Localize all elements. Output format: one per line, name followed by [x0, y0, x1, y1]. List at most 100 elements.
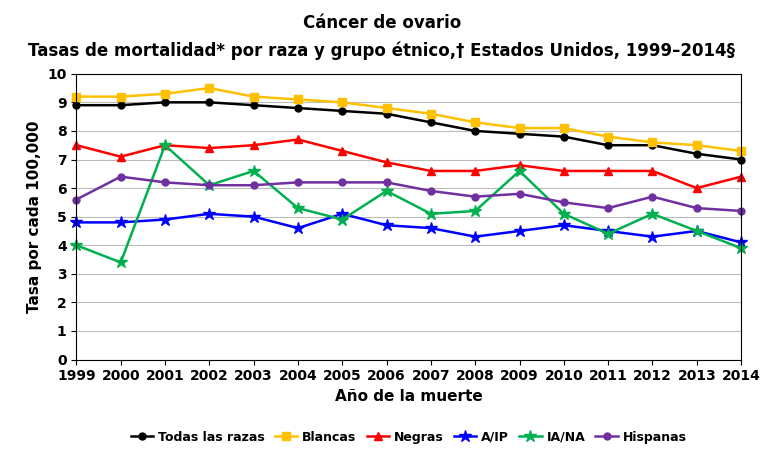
Negras: [338, 148, 347, 154]
Blancas: [382, 105, 391, 111]
A/IP: [293, 225, 303, 231]
IA/NA: [692, 228, 701, 234]
Negras: [249, 142, 258, 148]
A/IP: [72, 219, 81, 225]
Negras: [604, 168, 613, 174]
Hispanas: [692, 205, 701, 211]
IA/NA: [382, 188, 391, 194]
A/IP: [604, 228, 613, 234]
Line: Negras: Negras: [73, 136, 745, 192]
IA/NA: [72, 242, 81, 248]
Todas las razas: [471, 128, 480, 134]
Blancas: [338, 100, 347, 105]
Hispanas: [116, 174, 125, 179]
Legend: Todas las razas, Blancas, Negras, A/IP, IA/NA, Hispanas: Todas las razas, Blancas, Negras, A/IP, …: [125, 426, 692, 449]
Negras: [648, 168, 657, 174]
IA/NA: [471, 208, 480, 214]
Negras: [471, 168, 480, 174]
A/IP: [471, 234, 480, 239]
A/IP: [205, 211, 214, 217]
Todas las razas: [648, 142, 657, 148]
Hispanas: [426, 188, 435, 194]
Line: Todas las razas: Todas las razas: [73, 99, 745, 163]
Blancas: [72, 94, 81, 100]
IA/NA: [648, 211, 657, 217]
Y-axis label: Tasa por cada 100,000: Tasa por cada 100,000: [27, 120, 42, 313]
A/IP: [116, 219, 125, 225]
Blancas: [205, 85, 214, 91]
IA/NA: [160, 142, 170, 148]
A/IP: [160, 217, 170, 222]
Hispanas: [736, 208, 746, 214]
Todas las razas: [559, 134, 568, 139]
Blancas: [116, 94, 125, 100]
Negras: [736, 174, 746, 179]
Line: Hispanas: Hispanas: [73, 173, 745, 214]
Line: Blancas: Blancas: [73, 84, 745, 155]
Negras: [382, 160, 391, 165]
Negras: [205, 145, 214, 151]
IA/NA: [338, 217, 347, 222]
Blancas: [160, 91, 170, 96]
Todas las razas: [249, 102, 258, 108]
Hispanas: [471, 194, 480, 200]
Negras: [426, 168, 435, 174]
Hispanas: [648, 194, 657, 200]
Blancas: [426, 111, 435, 117]
Text: Tasas de mortalidad* por raza y grupo étnico,† Estados Unidos, 1999–2014§: Tasas de mortalidad* por raza y grupo ét…: [28, 41, 736, 60]
IA/NA: [426, 211, 435, 217]
IA/NA: [559, 211, 568, 217]
Blancas: [692, 142, 701, 148]
Negras: [692, 185, 701, 191]
IA/NA: [604, 231, 613, 236]
Blancas: [471, 119, 480, 125]
A/IP: [382, 223, 391, 228]
Hispanas: [559, 200, 568, 205]
Hispanas: [338, 180, 347, 185]
Hispanas: [604, 205, 613, 211]
A/IP: [338, 211, 347, 217]
Hispanas: [160, 180, 170, 185]
IA/NA: [736, 245, 746, 251]
Blancas: [249, 94, 258, 100]
Todas las razas: [160, 100, 170, 105]
Blancas: [515, 125, 524, 131]
Hispanas: [72, 197, 81, 202]
Text: Cáncer de ovario: Cáncer de ovario: [303, 14, 461, 32]
A/IP: [515, 228, 524, 234]
Negras: [160, 142, 170, 148]
Negras: [72, 142, 81, 148]
IA/NA: [293, 205, 303, 211]
Negras: [559, 168, 568, 174]
Blancas: [736, 148, 746, 154]
Line: A/IP: A/IP: [70, 207, 747, 248]
A/IP: [559, 223, 568, 228]
Todas las razas: [116, 102, 125, 108]
Blancas: [604, 134, 613, 139]
Blancas: [648, 140, 657, 145]
Blancas: [293, 97, 303, 102]
Todas las razas: [382, 111, 391, 117]
A/IP: [648, 234, 657, 239]
Todas las razas: [604, 142, 613, 148]
Todas las razas: [338, 108, 347, 114]
A/IP: [736, 240, 746, 245]
Todas las razas: [736, 157, 746, 162]
A/IP: [249, 214, 258, 219]
Todas las razas: [515, 131, 524, 136]
Hispanas: [515, 191, 524, 196]
Todas las razas: [72, 102, 81, 108]
Todas las razas: [293, 105, 303, 111]
IA/NA: [205, 183, 214, 188]
Negras: [515, 162, 524, 168]
Hispanas: [293, 180, 303, 185]
Hispanas: [249, 183, 258, 188]
A/IP: [692, 228, 701, 234]
Hispanas: [382, 180, 391, 185]
Blancas: [559, 125, 568, 131]
Negras: [116, 154, 125, 160]
Todas las razas: [692, 151, 701, 157]
IA/NA: [116, 260, 125, 265]
Todas las razas: [426, 119, 435, 125]
Hispanas: [205, 183, 214, 188]
